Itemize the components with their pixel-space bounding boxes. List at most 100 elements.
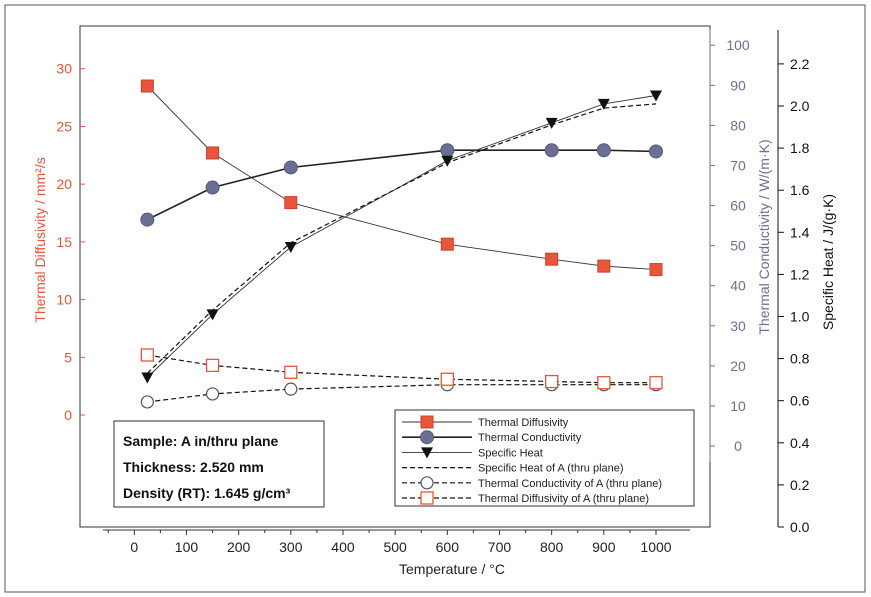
x-tick-label: 600 [436, 539, 460, 555]
legend-swatch-marker [420, 491, 434, 505]
x-tick-label: 800 [540, 539, 564, 555]
x-tick-label: 100 [175, 539, 199, 555]
sample-info-line3: Density (RT): 1.645 g/cm³ [123, 485, 291, 501]
x-tick-label: 1000 [640, 539, 671, 555]
x-tick-label: 200 [227, 539, 251, 555]
series-1-point [649, 144, 663, 159]
series-5-point [140, 348, 154, 362]
series-2-point [545, 117, 558, 129]
series-5-point [545, 374, 559, 389]
series-2-point [206, 309, 219, 321]
x-tick-label: 400 [331, 539, 355, 555]
series-0-point [649, 263, 663, 277]
series-0-point [284, 196, 298, 210]
y-right1-tick-label: 40 [730, 278, 746, 294]
series-1-point [596, 143, 611, 158]
series-1-point [283, 160, 298, 175]
sample-info-line1: Sample: A in/thru plane [123, 433, 279, 449]
series-5-point [597, 376, 611, 390]
series-1-point [140, 212, 155, 227]
x-tick-label: 0 [130, 539, 138, 555]
y-axis-right1-title: Thermal Conductivity / W/(m·K) [756, 139, 772, 334]
series-0-point [140, 79, 154, 93]
y-left-tick-label: 30 [56, 61, 72, 77]
y-right2-tick-label: 2.2 [790, 56, 810, 72]
y-right1-tick-label: 50 [730, 238, 746, 254]
series-4-point [284, 382, 298, 396]
outer-frame [4, 4, 866, 593]
x-tick-label: 700 [488, 539, 512, 555]
y-left-tick-label: 0 [64, 407, 72, 423]
series-1-point [205, 180, 220, 195]
y-right2-tick-label: 1.2 [790, 266, 810, 282]
y-right2-tick-label: 0.2 [790, 477, 810, 493]
series-4-point [140, 395, 154, 409]
series-2-point [141, 372, 154, 384]
series-5-point [440, 372, 454, 386]
y-right2-tick-label: 1.0 [790, 308, 810, 324]
legend-label: Thermal Conductivity [478, 432, 582, 444]
y-right1-tick-label: 60 [730, 198, 746, 214]
y-left-tick-label: 5 [64, 349, 72, 365]
y-right1-tick-label: 0 [734, 438, 742, 454]
y-right2-tick-label: 1.8 [790, 140, 810, 156]
legend-label: Specific Heat of A (thru plane) [478, 463, 624, 475]
series-line-4 [147, 384, 656, 403]
series-0-point [206, 146, 220, 160]
legend-swatch-marker [420, 476, 434, 490]
y-left-tick-label: 25 [56, 118, 72, 134]
y-right2-tick-label: 0.0 [790, 519, 810, 535]
legend-swatch-marker [420, 430, 434, 445]
y-right1-tick-label: 70 [730, 157, 746, 173]
series-5-point [284, 365, 298, 379]
y-right2-tick-label: 0.8 [790, 351, 810, 367]
legend-label: Thermal Conductivity of A (thru plane) [478, 478, 662, 490]
x-tick-label: 900 [592, 539, 616, 555]
legend-swatch-marker [420, 415, 434, 429]
y-right1-tick-label: 100 [726, 37, 750, 53]
legend-label: Specific Heat [478, 447, 543, 459]
series-2-point [284, 242, 297, 254]
series-line-2 [146, 95, 657, 378]
sample-info-box: Sample: A in/thru plane Thickness: 2.520… [113, 420, 325, 508]
y-right1-tick-label: 30 [730, 318, 746, 334]
legend: Thermal Diffusivity Thermal Conductivity S… [394, 409, 695, 507]
y-right1-tick-label: 80 [730, 117, 746, 133]
y-right2-tick-label: 0.6 [790, 393, 810, 409]
y-right2-tick-label: 2.0 [790, 98, 810, 114]
series-0-point [597, 259, 611, 273]
series-line-0 [146, 85, 657, 271]
legend-swatch-marker [421, 447, 433, 459]
series-line-5 [147, 354, 656, 384]
series-line-1 [146, 149, 657, 221]
sample-info-line2: Thickness: 2.520 mm [123, 459, 264, 475]
y-right1-tick-label: 10 [730, 398, 746, 414]
y-right2-tick-label: 0.4 [790, 435, 810, 451]
series-5-point [649, 376, 663, 390]
legend-label: Thermal Diffusivity of A (thru plane) [478, 493, 649, 505]
series-line-3 [146, 103, 657, 374]
y-right2-tick-label: 1.4 [790, 224, 810, 240]
series-2-point [650, 90, 662, 102]
y-right2-tick-label: 1.6 [790, 182, 810, 198]
series-0-point [545, 252, 559, 266]
y-left-tick-label: 10 [56, 292, 72, 308]
x-tick-label: 500 [383, 539, 407, 555]
series-0-point [440, 237, 454, 251]
x-axis-title: Temperature / °C [399, 561, 505, 577]
y-left-tick-label: 20 [56, 176, 72, 192]
y-left-tick-label: 15 [56, 234, 72, 250]
series-5-point [205, 358, 220, 373]
y-axis-left-title: Thermal Diffusivity / mm²/s [32, 157, 48, 322]
series-1-point [544, 143, 559, 158]
series-2-point [597, 98, 610, 110]
series-2-point [441, 155, 454, 167]
y-axis-right2-title: Specific Heat / J/(g·K) [820, 194, 836, 330]
y-right1-tick-label: 90 [730, 77, 746, 93]
series-4-point [205, 387, 220, 401]
x-tick-label: 300 [279, 539, 303, 555]
legend-label: Thermal Diffusivity [478, 417, 569, 429]
series-1-point [440, 143, 455, 158]
y-right1-tick-label: 20 [730, 358, 746, 374]
